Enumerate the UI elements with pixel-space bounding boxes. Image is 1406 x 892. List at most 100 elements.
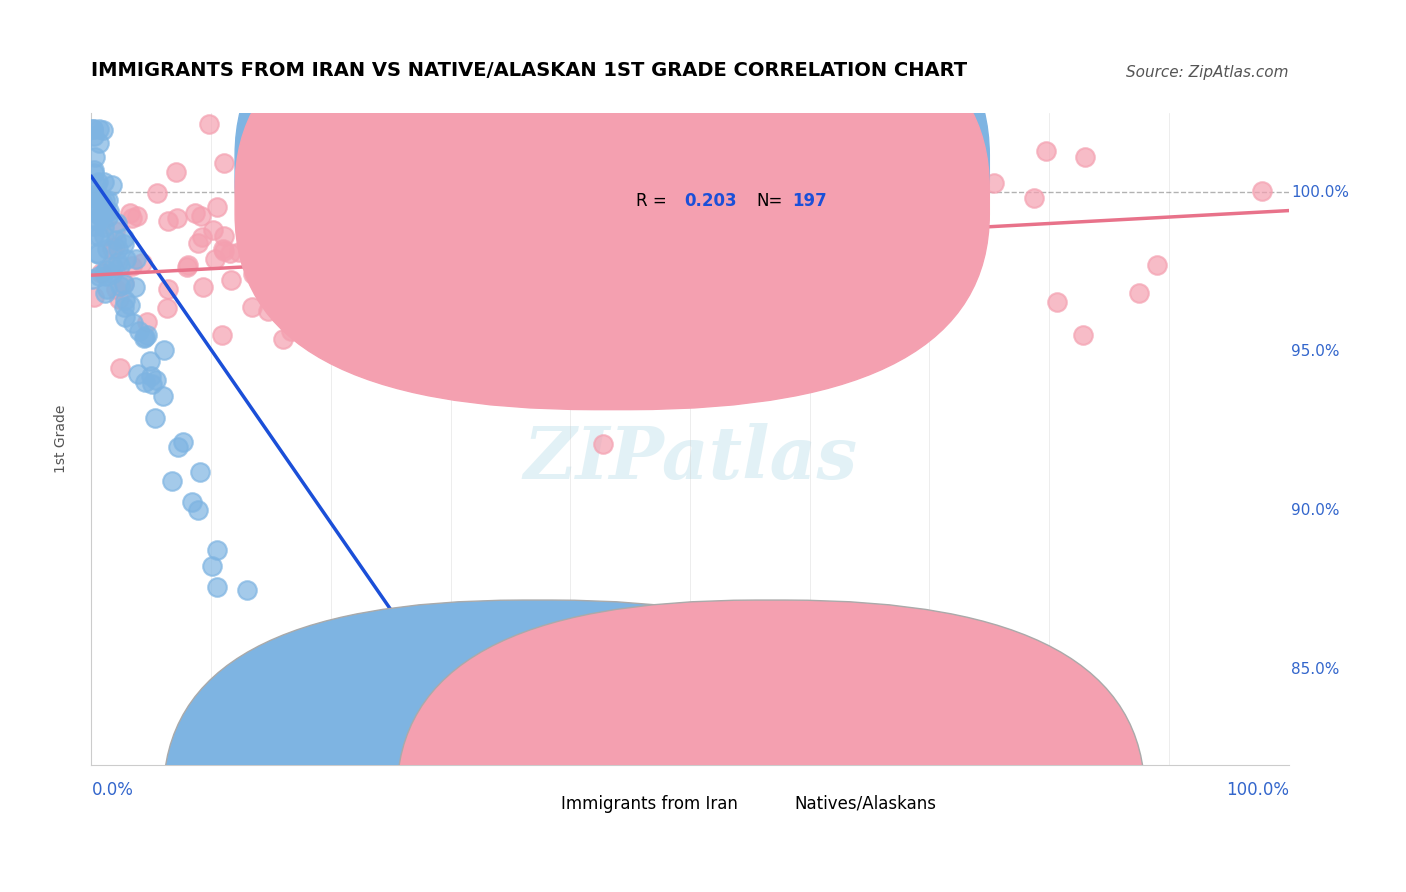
Point xyxy=(685,205,707,219)
Point xyxy=(359,187,381,202)
Point xyxy=(219,272,242,286)
Point xyxy=(420,182,443,196)
Point xyxy=(82,272,104,286)
Point xyxy=(361,244,384,259)
Point xyxy=(82,187,104,202)
Point xyxy=(925,248,948,262)
Point xyxy=(730,289,752,303)
Point xyxy=(356,218,378,232)
Point xyxy=(83,219,105,233)
Point xyxy=(141,376,163,391)
Point xyxy=(104,233,127,247)
Point xyxy=(83,227,105,242)
Point xyxy=(783,237,806,252)
Point xyxy=(356,357,378,371)
Point xyxy=(89,192,111,206)
Text: R =: R = xyxy=(636,160,672,178)
Point xyxy=(740,217,762,231)
Point xyxy=(202,223,225,237)
Point xyxy=(285,275,308,289)
Point xyxy=(502,244,524,258)
Point xyxy=(295,316,318,330)
Point xyxy=(273,294,295,309)
Point xyxy=(801,169,824,184)
Text: N=: N= xyxy=(756,192,782,210)
Point xyxy=(652,241,675,255)
Point xyxy=(108,279,131,293)
Point xyxy=(1128,286,1150,301)
Point xyxy=(176,258,198,272)
Text: 100.0%: 100.0% xyxy=(1226,780,1289,799)
Point xyxy=(104,224,127,238)
Point xyxy=(502,221,524,235)
Point xyxy=(596,209,619,223)
Text: 0.0%: 0.0% xyxy=(91,780,134,799)
Point xyxy=(205,200,228,214)
Point xyxy=(172,435,194,450)
Point xyxy=(124,252,146,266)
Point xyxy=(120,298,142,312)
Point xyxy=(636,247,658,261)
Point xyxy=(121,211,143,226)
Point xyxy=(340,252,363,267)
Text: Immigrants from Iran: Immigrants from Iran xyxy=(561,795,738,813)
Point xyxy=(135,315,157,329)
Point xyxy=(765,276,787,290)
Point xyxy=(718,176,741,190)
Point xyxy=(90,266,112,280)
Point xyxy=(83,162,105,177)
Text: Natives/Alaskans: Natives/Alaskans xyxy=(794,795,936,813)
Point xyxy=(156,301,179,316)
Point xyxy=(145,372,167,386)
Point xyxy=(91,203,114,218)
Point xyxy=(87,247,110,261)
Point xyxy=(146,186,169,200)
Point xyxy=(94,268,117,283)
Point xyxy=(257,254,280,268)
Point xyxy=(105,216,128,230)
Point xyxy=(266,293,288,308)
Point xyxy=(717,234,740,248)
FancyBboxPatch shape xyxy=(235,0,990,409)
Text: Source: ZipAtlas.com: Source: ZipAtlas.com xyxy=(1126,65,1289,80)
Text: ZIPatlas: ZIPatlas xyxy=(523,423,858,494)
Text: 0.203: 0.203 xyxy=(685,192,737,210)
Point xyxy=(416,351,439,365)
Point xyxy=(112,277,135,291)
Point xyxy=(863,244,886,258)
Text: 85.0%: 85.0% xyxy=(1291,662,1340,677)
Point xyxy=(717,280,740,294)
Point xyxy=(779,218,801,232)
Point xyxy=(533,332,555,346)
Point xyxy=(198,117,221,131)
Point xyxy=(467,182,489,196)
Text: 90.0%: 90.0% xyxy=(1291,503,1340,518)
Point xyxy=(697,244,720,259)
Point xyxy=(166,211,188,226)
Point xyxy=(427,292,450,306)
Point xyxy=(956,106,979,120)
Text: IMMIGRANTS FROM IRAN VS NATIVE/ALASKAN 1ST GRADE CORRELATION CHART: IMMIGRANTS FROM IRAN VS NATIVE/ALASKAN 1… xyxy=(91,62,967,80)
Point xyxy=(1035,145,1057,159)
Point xyxy=(384,342,406,356)
Point xyxy=(115,252,138,267)
Point xyxy=(600,267,623,281)
Point xyxy=(138,354,160,368)
Point xyxy=(768,277,790,291)
Point xyxy=(278,220,301,235)
Point xyxy=(640,166,662,180)
Text: 100.0%: 100.0% xyxy=(1291,185,1348,200)
Point xyxy=(524,183,547,197)
Point xyxy=(96,282,118,296)
Point xyxy=(325,265,347,279)
Point xyxy=(83,166,105,180)
Point xyxy=(754,238,776,252)
Point xyxy=(190,209,212,223)
Point xyxy=(211,243,233,257)
Point xyxy=(236,583,259,598)
Point xyxy=(765,251,787,265)
Point xyxy=(128,324,150,338)
Point xyxy=(114,277,136,291)
Point xyxy=(349,216,371,230)
Point xyxy=(207,542,229,557)
